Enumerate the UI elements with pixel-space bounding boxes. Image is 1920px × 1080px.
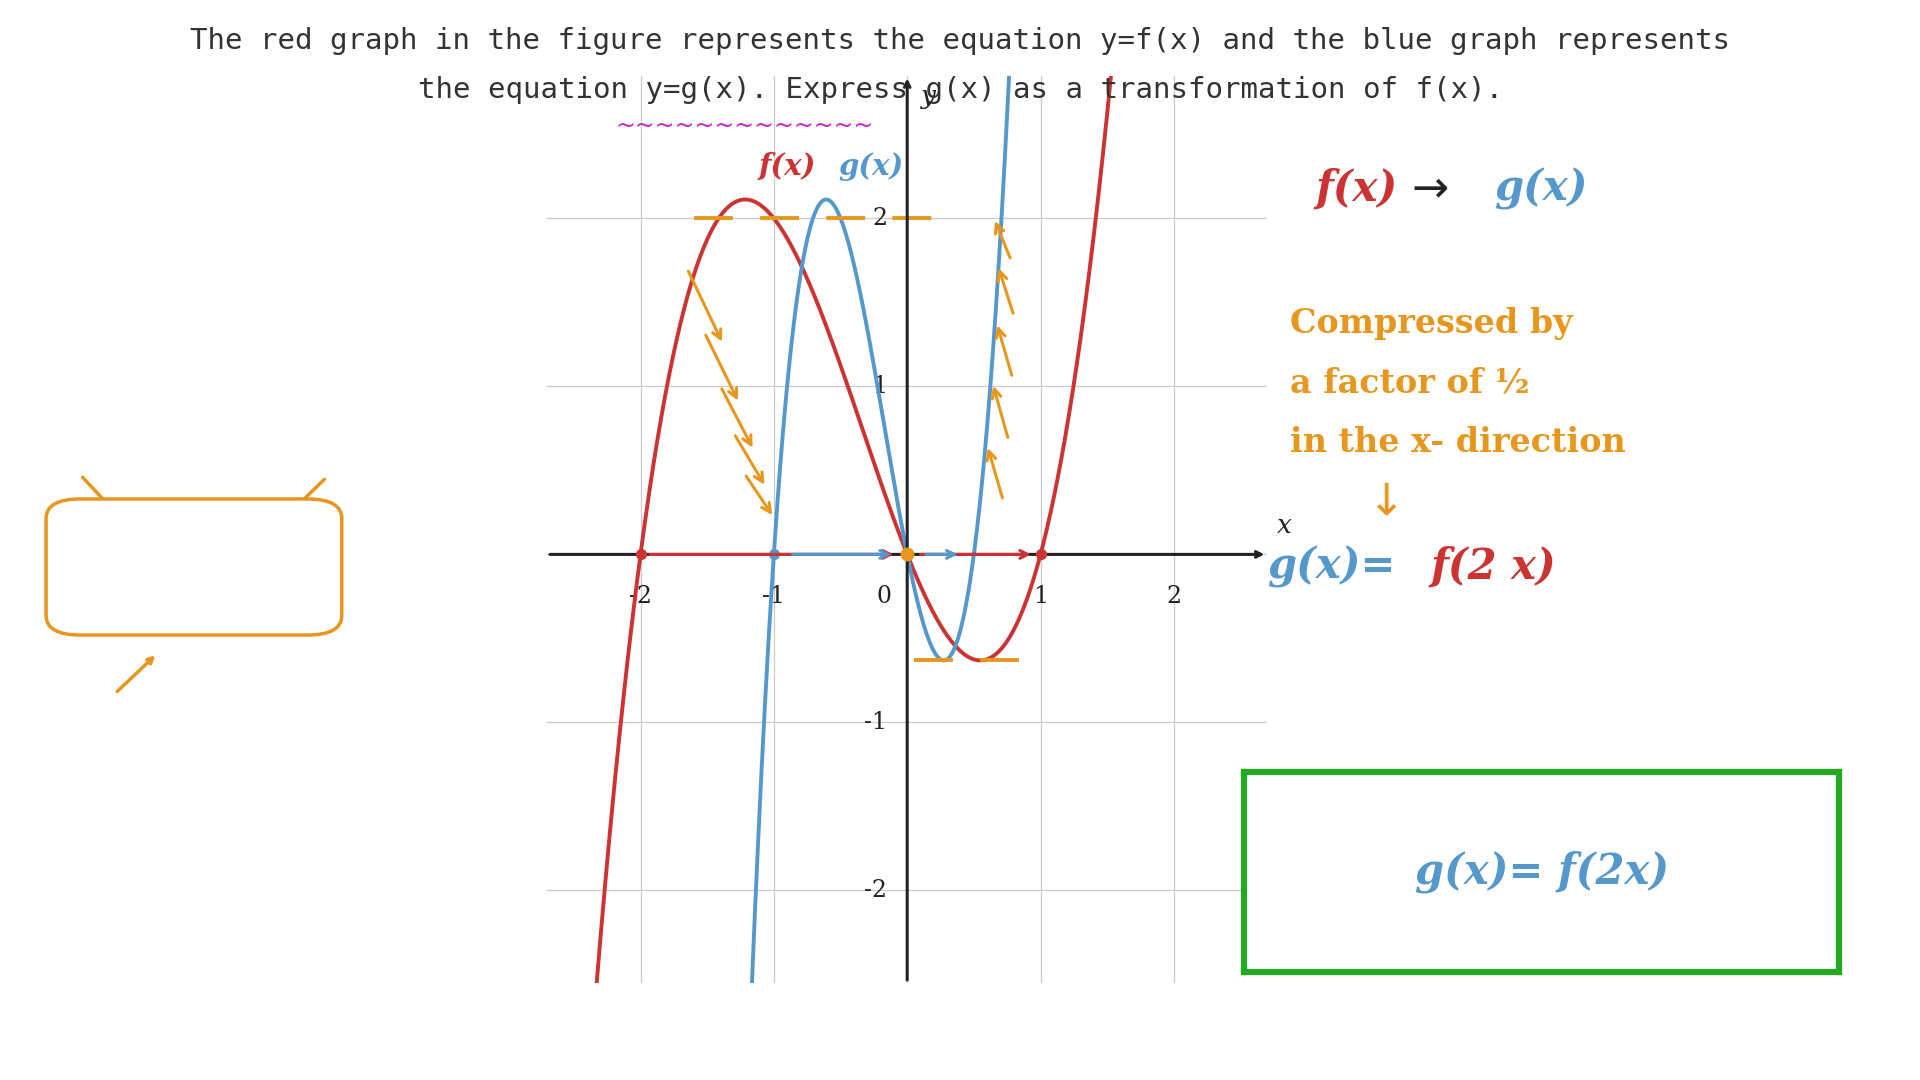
Text: -2: -2 [864, 879, 887, 902]
Text: ↓: ↓ [1367, 481, 1405, 524]
Text: g(x): g(x) [837, 152, 902, 181]
Text: 1: 1 [872, 375, 887, 397]
Text: -2: -2 [630, 584, 653, 608]
Text: in the x- direction: in the x- direction [1290, 427, 1626, 459]
Text: g(x)=: g(x)= [1267, 545, 1396, 589]
Text: f(2 x): f(2 x) [1430, 546, 1555, 588]
Text: 1: 1 [1033, 584, 1048, 608]
Text: f(x): f(x) [758, 152, 816, 181]
Text: width: width [157, 555, 230, 579]
Text: Compressed by: Compressed by [1290, 308, 1572, 340]
Text: f(x): f(x) [1315, 168, 1398, 210]
Text: 2: 2 [872, 207, 887, 230]
Text: x: x [1277, 513, 1292, 538]
Text: 0: 0 [876, 584, 891, 608]
Text: 2: 2 [1165, 584, 1181, 608]
Text: -1: -1 [864, 711, 887, 734]
Text: ~~~~~~~~~~~~~: ~~~~~~~~~~~~~ [616, 113, 874, 137]
Text: -1: -1 [762, 584, 785, 608]
Text: y: y [920, 84, 935, 109]
Text: g(x)= f(2x): g(x)= f(2x) [1415, 851, 1668, 893]
Text: a factor of ½: a factor of ½ [1290, 367, 1530, 400]
Text: The red graph in the figure represents the equation y=f(x) and the blue graph re: The red graph in the figure represents t… [190, 27, 1730, 55]
Text: →: → [1411, 167, 1450, 211]
Text: the equation y=g(x). Express g(x) as a transformation of f(x).: the equation y=g(x). Express g(x) as a t… [417, 76, 1503, 104]
Text: g(x): g(x) [1494, 167, 1588, 211]
